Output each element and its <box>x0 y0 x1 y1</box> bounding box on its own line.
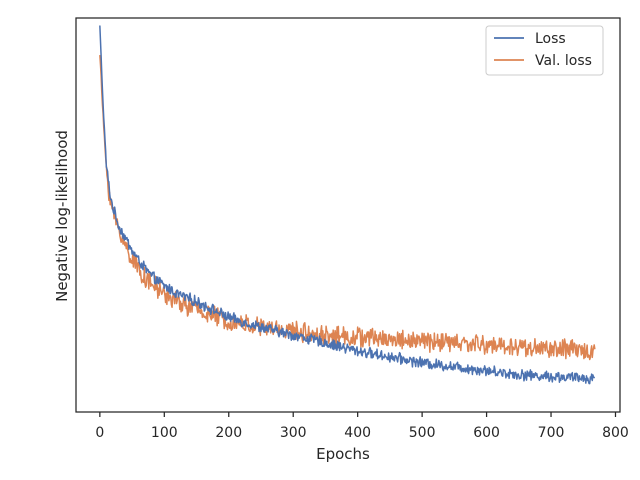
x-axis-ticks: 0 100 200 300 400 500 600 700 800 <box>95 412 629 441</box>
series-layer <box>99 25 596 385</box>
x-tick-label: 700 <box>538 425 565 441</box>
series-line-loss <box>99 25 596 385</box>
x-tick-label: 0 <box>95 425 104 441</box>
x-tick-label: 100 <box>151 425 178 441</box>
series-line-val-loss <box>99 55 596 361</box>
legend-label-val-loss: Val. loss <box>535 53 592 69</box>
x-axis-label: Epochs <box>316 445 370 463</box>
x-tick-label: 300 <box>280 425 307 441</box>
x-tick-label: 500 <box>409 425 436 441</box>
legend: Loss Val. loss <box>485 25 604 76</box>
y-axis-label: Negative log-likelihood <box>53 130 71 302</box>
plot-frame <box>75 17 621 413</box>
x-tick-label: 200 <box>215 425 242 441</box>
legend-label-loss: Loss <box>535 31 566 47</box>
x-tick-label: 400 <box>344 425 371 441</box>
x-tick-label: 600 <box>473 425 500 441</box>
x-tick-label: 800 <box>602 425 629 441</box>
